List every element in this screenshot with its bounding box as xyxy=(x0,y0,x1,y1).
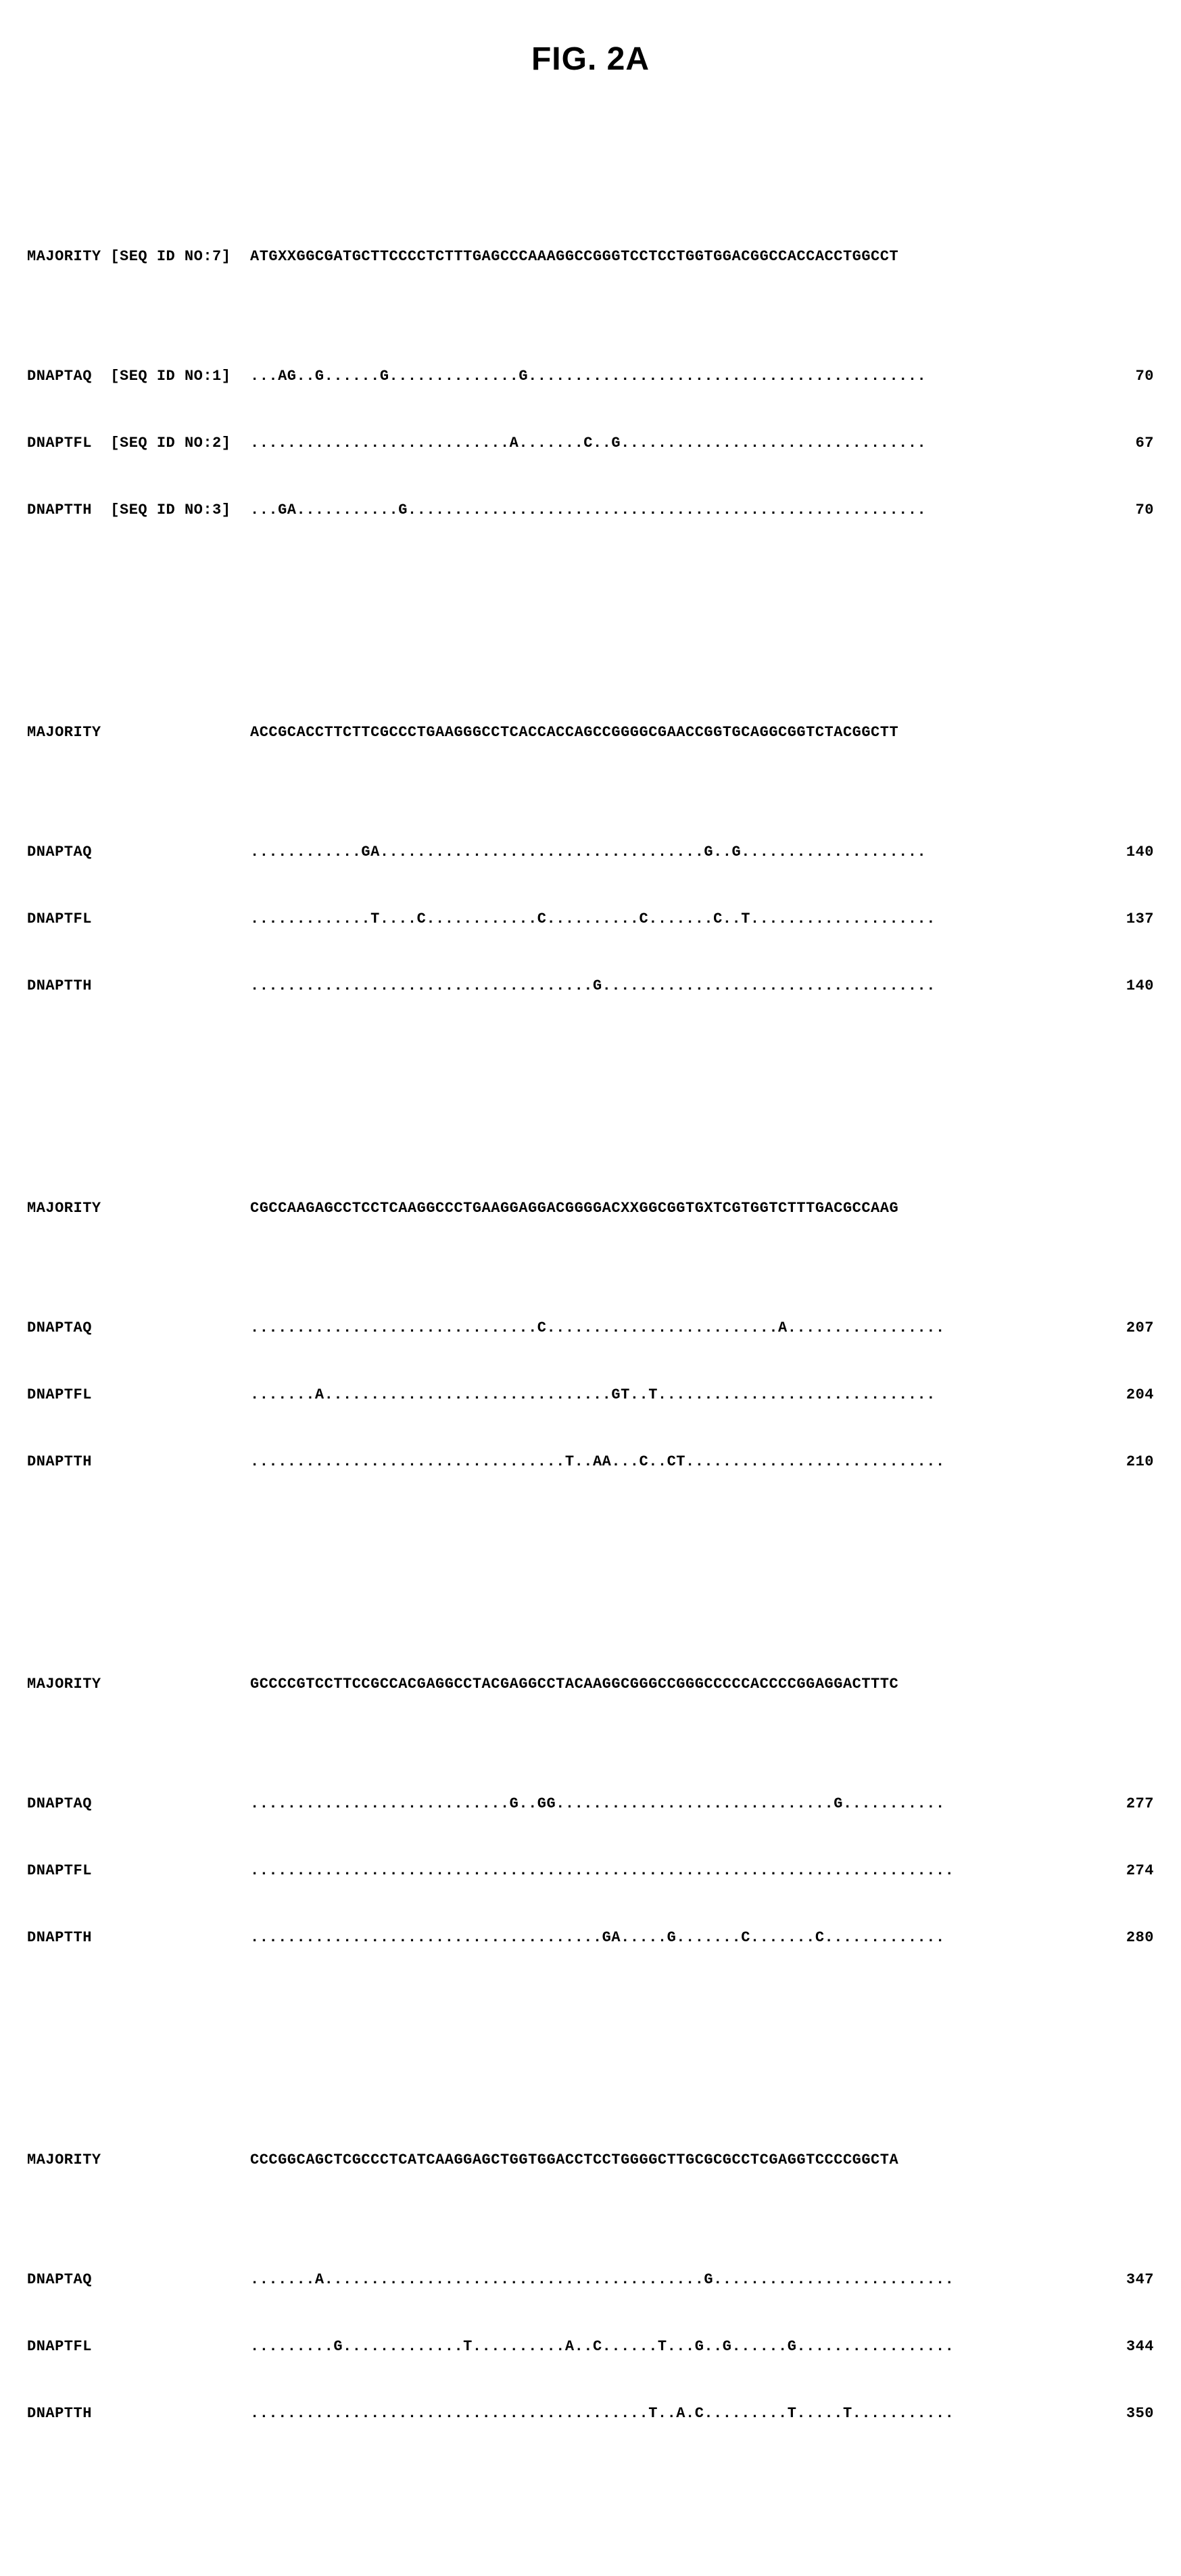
alignment-block: MAJORITY GCCCCGTCCTTCCGCCACGAGGCCTACGAGG… xyxy=(27,1628,1154,1993)
seq-row: DNAPTAQ .......A........................… xyxy=(27,2268,1154,2291)
seq-label: DNAPTFL xyxy=(27,1384,250,1406)
majority-label: MAJORITY xyxy=(27,2149,250,2171)
position: 204 xyxy=(1080,1384,1154,1406)
seq-data: ..................................T..AA.… xyxy=(250,1451,1080,1473)
seq-row: DNAPTTH ................................… xyxy=(27,1451,1154,1473)
seq-label: DNAPTTH xyxy=(27,1451,250,1473)
majority-row: MAJORITY GCCCCGTCCTTCCGCCACGAGGCCTACGAGG… xyxy=(27,1673,1154,1695)
majority-row: MAJORITY [SEQ ID NO:7] ATGXXGGCGATGCTTCC… xyxy=(27,245,1154,268)
position: 277 xyxy=(1080,1793,1154,1815)
seq-data: .............T....C............C........… xyxy=(250,908,1080,930)
position: 67 xyxy=(1080,432,1154,454)
seq-label: DNAPTTH xyxy=(27,975,250,997)
seq-data: .........G.............T..........A..C..… xyxy=(250,2335,1080,2358)
majority-row: MAJORITY CCCGGCAGCTCGCCCTCATCAAGGAGCTGGT… xyxy=(27,2149,1154,2171)
position: 70 xyxy=(1080,365,1154,387)
position: 350 xyxy=(1080,2402,1154,2425)
seq-row: DNAPTFL .......A........................… xyxy=(27,1384,1154,1406)
position: 137 xyxy=(1080,908,1154,930)
position: 207 xyxy=(1080,1317,1154,1339)
seq-data: ............................A.......C..G… xyxy=(250,432,1080,454)
seq-data: ...AG..G......G..............G..........… xyxy=(250,365,1080,387)
majority-seq: CGCCAAGAGCCTCCTCAAGGCCCTGAAGGAGGACGGGGAC… xyxy=(250,1197,1080,1219)
alignment-block: MAJORITY CCCGGCAGCTCGCCCTCATCAAGGAGCTGGT… xyxy=(27,2104,1154,2469)
seq-label: DNAPTFL xyxy=(27,2335,250,2358)
seq-row: DNAPTAQ ............GA..................… xyxy=(27,841,1154,863)
seq-row: DNAPTFL .............T....C............C… xyxy=(27,908,1154,930)
seq-label: DNAPTAQ xyxy=(27,841,250,863)
alignment-block: MAJORITY ACCGCACCTTCTTCGCCCTGAAGGGCCTCAC… xyxy=(27,677,1154,1042)
seq-data: ...GA...........G.......................… xyxy=(250,499,1080,521)
position: 274 xyxy=(1080,1860,1154,1882)
majority-seq: ATGXXGGCGATGCTTCCCCTCTTTGAGCCCAAAGGCCGGG… xyxy=(250,245,1080,268)
figure-title: FIG. 2A xyxy=(27,41,1154,78)
seq-row: DNAPTAQ [SEQ ID NO:1] ...AG..G......G...… xyxy=(27,365,1154,387)
sequence-alignment: MAJORITY [SEQ ID NO:7] ATGXXGGCGATGCTTCC… xyxy=(27,112,1154,2535)
seq-label: DNAPTAQ xyxy=(27,1793,250,1815)
seq-data: ...............................C........… xyxy=(250,1317,1080,1339)
majority-seq: GCCCCGTCCTTCCGCCACGAGGCCTACGAGGCCTACAAGG… xyxy=(250,1673,1080,1695)
seq-row: DNAPTTH ................................… xyxy=(27,1926,1154,1949)
seq-data: .......A...............................G… xyxy=(250,1384,1080,1406)
majority-label: MAJORITY xyxy=(27,1673,250,1695)
seq-label: DNAPTAQ xyxy=(27,1317,250,1339)
position: 140 xyxy=(1080,975,1154,997)
seq-data: ............................G..GG.......… xyxy=(250,1793,1080,1815)
seq-row: DNAPTTH [SEQ ID NO:3] ...GA...........G.… xyxy=(27,499,1154,521)
seq-data: ........................................… xyxy=(250,1860,1080,1882)
seq-row: DNAPTFL [SEQ ID NO:2] ..................… xyxy=(27,432,1154,454)
seq-data: .......A................................… xyxy=(250,2268,1080,2291)
position: 210 xyxy=(1080,1451,1154,1473)
seq-data: ............GA..........................… xyxy=(250,841,1080,863)
alignment-header-block: MAJORITY [SEQ ID NO:7] ATGXXGGCGATGCTTCC… xyxy=(27,201,1154,566)
seq-data: ......................................GA… xyxy=(250,1926,1080,1949)
seq-label: DNAPTTH xyxy=(27,2402,250,2425)
position: 70 xyxy=(1080,499,1154,521)
seq-row: DNAPTTH ................................… xyxy=(27,975,1154,997)
position: 347 xyxy=(1080,2268,1154,2291)
majority-label: MAJORITY xyxy=(27,721,250,744)
majority-row: MAJORITY ACCGCACCTTCTTCGCCCTGAAGGGCCTCAC… xyxy=(27,721,1154,744)
seq-data: ........................................… xyxy=(250,2402,1080,2425)
seq-label: DNAPTTH xyxy=(27,1926,250,1949)
seq-label: DNAPTAQ [SEQ ID NO:1] xyxy=(27,365,250,387)
seq-label: DNAPTTH [SEQ ID NO:3] xyxy=(27,499,250,521)
alignment-block: MAJORITY CGCCAAGAGCCTCCTCAAGGCCCTGAAGGAG… xyxy=(27,1152,1154,1517)
majority-label: MAJORITY xyxy=(27,1197,250,1219)
seq-label: DNAPTAQ xyxy=(27,2268,250,2291)
seq-row: DNAPTTH ................................… xyxy=(27,2402,1154,2425)
seq-label: DNAPTFL xyxy=(27,1860,250,1882)
seq-row: DNAPTAQ ............................G..G… xyxy=(27,1793,1154,1815)
seq-row: DNAPTAQ ...............................C… xyxy=(27,1317,1154,1339)
majority-seq: CCCGGCAGCTCGCCCTCATCAAGGAGCTGGTGGACCTCCT… xyxy=(250,2149,1080,2171)
seq-label: DNAPTFL xyxy=(27,908,250,930)
position: 280 xyxy=(1080,1926,1154,1949)
seq-row: DNAPTFL ................................… xyxy=(27,1860,1154,1882)
majority-label: MAJORITY [SEQ ID NO:7] xyxy=(27,245,250,268)
position: 344 xyxy=(1080,2335,1154,2358)
seq-label: DNAPTFL [SEQ ID NO:2] xyxy=(27,432,250,454)
majority-row: MAJORITY CGCCAAGAGCCTCCTCAAGGCCCTGAAGGAG… xyxy=(27,1197,1154,1219)
seq-data: .....................................G..… xyxy=(250,975,1080,997)
majority-seq: ACCGCACCTTCTTCGCCCTGAAGGGCCTCACCACCAGCCG… xyxy=(250,721,1080,744)
seq-row: DNAPTFL .........G.............T........… xyxy=(27,2335,1154,2358)
position: 140 xyxy=(1080,841,1154,863)
